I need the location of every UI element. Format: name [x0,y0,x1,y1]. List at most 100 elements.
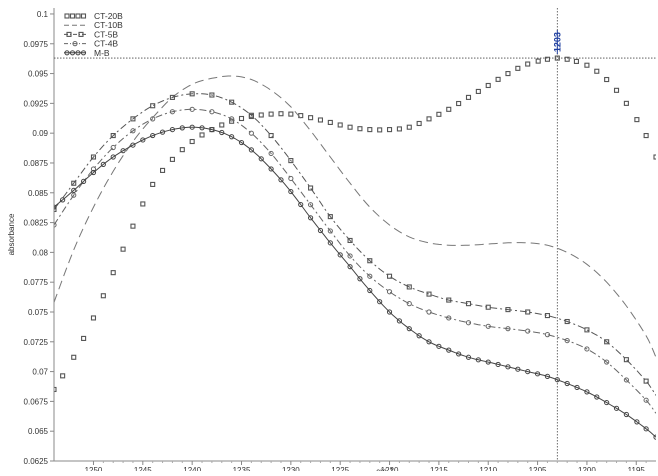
data-point [386,309,393,315]
legend-item: M-B [64,48,110,58]
data-point [515,366,521,372]
legend-label: CT-4B [94,39,118,49]
data-point [288,111,294,117]
data-point [347,237,353,244]
x-tick-label: 1205 [529,466,547,471]
data-point [337,122,343,128]
data-point [525,368,531,375]
data-point [179,125,185,131]
legend-label: CT-10B [94,20,123,30]
y-tick-label: 0.095 [28,70,49,79]
series-ct-10b [54,75,656,358]
data-point [475,88,481,94]
legend-label: M-B [94,48,110,58]
data-point [120,246,126,252]
data-point [199,132,205,138]
data-point [248,147,254,153]
data-point [367,273,373,279]
data-point [544,332,551,338]
data-point [140,201,146,207]
data-point [288,158,294,164]
data-point [317,227,324,234]
data-point [446,347,452,353]
axes: 1250 1245 1240 1235 1230 1225 1220 1215 1210 1205… [24,8,656,475]
data-point [238,139,245,146]
data-point [327,214,333,220]
series-line [54,126,656,438]
data-point [495,76,501,82]
data-point [150,181,156,187]
y-tick-label: 0.07 [32,368,48,377]
data-point [169,156,175,162]
data-point [525,328,531,334]
series-group [54,55,656,440]
data-point [130,128,136,134]
data-point [179,147,185,153]
legend-marker [75,13,81,19]
data-point [604,399,610,406]
data-point [367,258,373,264]
data-point [90,169,97,176]
data-point [71,187,77,193]
data-point [406,124,412,130]
data-point [426,116,432,122]
data-point [278,177,284,183]
data-point [357,126,363,132]
y-axis-label: absorbance [7,213,16,255]
data-point [456,100,462,107]
y-tick-label: 0.0925 [24,99,49,108]
x-axis-label: cm-1 [376,467,394,471]
data-point [298,201,304,208]
data-point [268,133,274,139]
cursor[interactable]: 1203 [54,8,656,461]
data-point [268,150,274,157]
data-point [199,125,205,131]
data-point [327,240,333,246]
data-point [209,126,215,133]
y-tick-label: 0.09 [32,129,48,138]
data-point [456,351,462,357]
plot-area [54,55,656,440]
data-point [347,124,353,130]
data-point [110,144,116,151]
data-point [159,129,166,135]
data-point [564,318,570,325]
data-point [446,297,452,303]
y-tick-label: 0.085 [28,189,49,198]
data-point [465,301,472,307]
data-point [238,115,245,122]
data-point [169,126,176,133]
data-point [623,411,629,418]
data-point [189,91,195,97]
x-tick-label: 1200 [578,466,596,471]
series-ct-20b [54,55,656,393]
data-point [643,426,649,432]
legend-marker [75,50,81,56]
data-point [416,120,422,127]
data-point [485,323,491,329]
data-point [505,326,511,332]
x-tick-label: 1240 [183,466,201,471]
data-point [229,134,235,140]
y-tick-label: 0.0825 [24,219,49,228]
x-tick-label: 1225 [331,466,349,471]
data-point [327,228,333,234]
data-point [60,197,66,203]
legend-marker [64,50,70,56]
data-point [505,364,511,370]
data-point [623,100,629,106]
data-point [386,127,393,133]
data-point [584,327,590,333]
data-point [485,359,491,365]
data-point [307,215,314,221]
y-tick-label: 0.0875 [24,159,49,168]
data-point [307,202,314,208]
data-point [110,154,116,160]
y-tick-label: 0.0725 [24,338,49,347]
legend-label: CT-5B [94,29,118,39]
data-point [140,137,146,143]
data-point [377,127,383,133]
data-point [416,333,422,339]
data-point [573,58,579,64]
data-point [584,346,590,352]
